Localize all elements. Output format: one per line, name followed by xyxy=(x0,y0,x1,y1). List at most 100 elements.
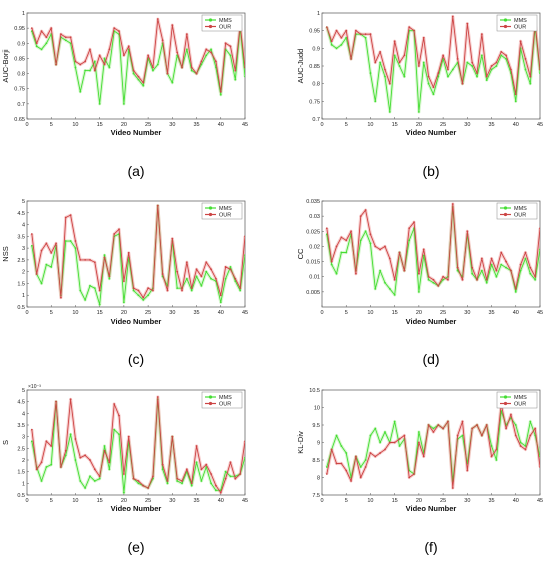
y-tick-label: 1 xyxy=(22,293,25,299)
series-group xyxy=(30,204,245,307)
data-point-our xyxy=(432,278,435,281)
panel-label: (c) xyxy=(128,351,144,367)
data-point-our xyxy=(340,36,343,39)
data-point-our xyxy=(84,454,87,457)
x-tick-label: 10 xyxy=(367,498,373,504)
data-point-mms xyxy=(35,45,38,48)
data-point-our xyxy=(205,463,208,466)
data-point-mms xyxy=(432,427,435,430)
data-point-mms xyxy=(45,263,48,266)
y-tick-label: 0.7 xyxy=(312,117,320,123)
data-point-our xyxy=(359,476,362,479)
data-point-our xyxy=(69,398,72,401)
data-point-our xyxy=(442,427,445,430)
data-point-mms xyxy=(524,257,527,260)
x-tick-label: 10 xyxy=(72,310,78,316)
data-point-mms xyxy=(122,491,125,494)
data-point-our xyxy=(408,227,411,230)
data-point-our xyxy=(60,466,62,468)
data-point-our xyxy=(103,63,106,66)
data-point-mms xyxy=(205,270,208,273)
data-point-mms xyxy=(195,275,198,278)
data-point-our xyxy=(325,227,328,230)
data-point-our xyxy=(60,296,62,299)
data-point-our xyxy=(456,58,459,60)
x-tick-label: 5 xyxy=(345,122,348,128)
data-point-mms xyxy=(539,455,540,458)
data-point-our xyxy=(50,27,53,30)
x-tick-label: 15 xyxy=(97,122,103,128)
y-axis-title: AUC-Borji xyxy=(1,49,10,83)
data-point-our xyxy=(118,30,120,33)
data-point-mms xyxy=(500,54,503,57)
data-point-mms xyxy=(514,290,517,293)
data-point-our xyxy=(408,476,411,479)
y-tick-label: 0.8 xyxy=(312,82,320,88)
x-tick-label: 0 xyxy=(320,498,323,504)
data-point-mms xyxy=(122,301,125,304)
x-tick-label: 25 xyxy=(440,310,446,316)
data-point-our xyxy=(142,296,145,299)
data-point-mms xyxy=(69,42,72,45)
data-point-our xyxy=(84,60,87,63)
x-tick-label: 35 xyxy=(193,498,199,504)
data-point-our xyxy=(122,280,125,282)
data-point-mms xyxy=(64,39,67,42)
data-point-our xyxy=(137,289,140,292)
data-point-our xyxy=(442,275,445,278)
data-point-our xyxy=(210,51,212,54)
data-point-mms xyxy=(40,480,43,482)
data-point-mms xyxy=(379,61,382,64)
data-point-mms xyxy=(374,100,377,103)
data-point-our xyxy=(74,60,77,63)
y-tick-label: 0.75 xyxy=(14,87,25,93)
data-point-mms xyxy=(485,79,488,82)
y-tick-label: 9 xyxy=(317,441,320,447)
data-point-mms xyxy=(89,284,91,287)
data-point-mms xyxy=(64,240,67,242)
data-point-mms xyxy=(417,431,420,433)
data-point-our xyxy=(384,68,386,71)
data-point-our xyxy=(461,82,464,85)
data-point-our xyxy=(510,68,512,71)
data-point-our xyxy=(244,440,245,443)
data-point-our xyxy=(40,249,43,252)
data-point-our xyxy=(466,230,469,233)
data-point-our xyxy=(60,33,62,36)
data-point-mms xyxy=(79,289,82,292)
data-point-our xyxy=(195,445,198,447)
data-point-our xyxy=(466,469,469,472)
data-point-mms xyxy=(514,100,517,103)
data-point-our xyxy=(359,215,362,218)
data-point-our xyxy=(132,287,135,290)
data-point-mms xyxy=(176,480,179,482)
data-point-our xyxy=(471,61,474,64)
data-point-mms xyxy=(374,287,377,290)
data-point-mms xyxy=(50,463,53,466)
data-point-mms xyxy=(45,42,48,45)
data-point-our xyxy=(355,455,357,458)
y-tick-label: 0.95 xyxy=(14,26,25,32)
data-point-mms xyxy=(345,452,348,454)
y-tick-label: 10 xyxy=(314,406,320,412)
data-point-our xyxy=(64,36,67,39)
data-point-our xyxy=(234,277,237,280)
y-axis-title: AUC-Judd xyxy=(296,49,305,84)
data-point-our xyxy=(35,42,38,45)
data-point-our xyxy=(74,240,77,242)
data-point-mms xyxy=(118,433,120,436)
data-point-mms xyxy=(519,441,522,444)
data-point-our xyxy=(471,266,474,269)
data-point-our xyxy=(330,40,333,43)
y-tick-label: 0.01 xyxy=(309,275,320,281)
data-point-our xyxy=(113,233,116,235)
data-point-our xyxy=(355,29,357,32)
y-tick-label: 0.5 xyxy=(17,493,25,499)
data-point-our xyxy=(219,90,222,93)
x-tick-label: 45 xyxy=(242,122,248,128)
y-axis-title: KL-Div xyxy=(296,431,305,454)
data-point-our xyxy=(190,287,193,290)
data-point-our xyxy=(403,269,406,272)
data-point-mms xyxy=(215,489,217,492)
data-point-our xyxy=(514,93,517,96)
